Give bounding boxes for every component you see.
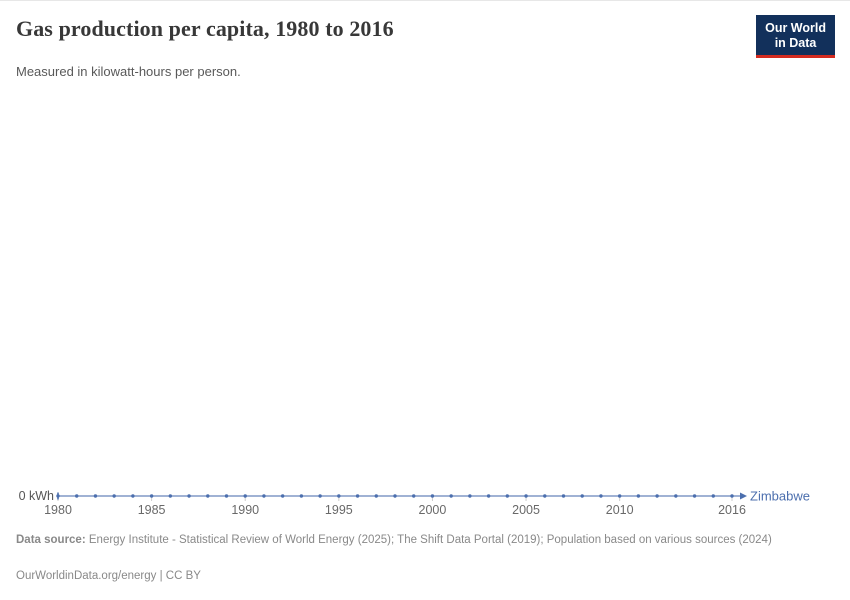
data-point (149, 494, 154, 498)
series-arrowhead (740, 492, 747, 500)
x-axis-tick-label: 1985 (138, 503, 166, 517)
x-axis-tick-label: 2010 (606, 503, 634, 517)
data-point (692, 494, 697, 498)
data-point (393, 494, 397, 498)
data-point (75, 494, 79, 498)
data-point (374, 494, 378, 498)
data-point (486, 494, 491, 498)
data-source-text: Energy Institute - Statistical Review of… (88, 534, 772, 546)
data-point (412, 494, 416, 498)
data-point (543, 494, 547, 498)
data-point (655, 494, 659, 498)
data-point (56, 494, 60, 498)
data-point (711, 494, 715, 498)
data-point (318, 494, 322, 498)
x-axis-tick-label: 1990 (231, 503, 259, 517)
data-point (561, 494, 566, 498)
data-point (674, 494, 678, 498)
data-point (730, 494, 734, 498)
data-point (430, 494, 435, 498)
data-point (468, 494, 472, 498)
data-point (112, 494, 116, 498)
data-point (524, 494, 528, 498)
data-point (243, 494, 247, 498)
data-point (580, 494, 584, 498)
data-point (131, 494, 135, 498)
data-point (187, 494, 191, 498)
chart-canvas[interactable]: 0 kWh 1980 1985 1990 1995 2000 2005 2010 2016 Zim… (0, 481, 850, 521)
data-source-label: Data source: (16, 534, 86, 546)
data-point (636, 494, 641, 498)
chart-subtitle: Measured in kilowatt-hours per person. (16, 64, 241, 79)
x-axis-tick-label: 1980 (44, 503, 72, 517)
data-source-note[interactable]: Data source: Energy Institute - Statisti… (16, 533, 812, 548)
y-axis-zero-label: 0 kWh (19, 489, 54, 503)
x-axis-tick-label: 2016 (718, 503, 746, 517)
data-point (224, 494, 229, 498)
data-point (337, 494, 341, 498)
x-axis-tick-label: 2000 (419, 503, 447, 517)
owid-logo-line1: Our World (765, 21, 826, 35)
owid-logo-line2: in Data (774, 35, 817, 50)
data-point (505, 494, 510, 498)
page-title: Gas production per capita, 1980 to 2016 (16, 16, 394, 41)
x-axis-tick-label: 1995 (325, 503, 353, 517)
data-point (599, 494, 603, 498)
data-point (93, 494, 98, 498)
owid-logo[interactable]: Our World in Data (756, 15, 835, 58)
data-point (355, 494, 360, 498)
data-point (280, 494, 285, 498)
data-point (299, 494, 304, 498)
data-point (449, 494, 453, 498)
data-point (617, 494, 622, 498)
data-point (206, 494, 210, 498)
entity-label[interactable]: Zimbabwe (750, 489, 810, 504)
license-link[interactable]: OurWorldinData.org/energy | CC BY (16, 570, 201, 582)
x-axis-tick-label: 2005 (512, 503, 540, 517)
data-point (168, 494, 173, 498)
data-point (262, 494, 266, 498)
